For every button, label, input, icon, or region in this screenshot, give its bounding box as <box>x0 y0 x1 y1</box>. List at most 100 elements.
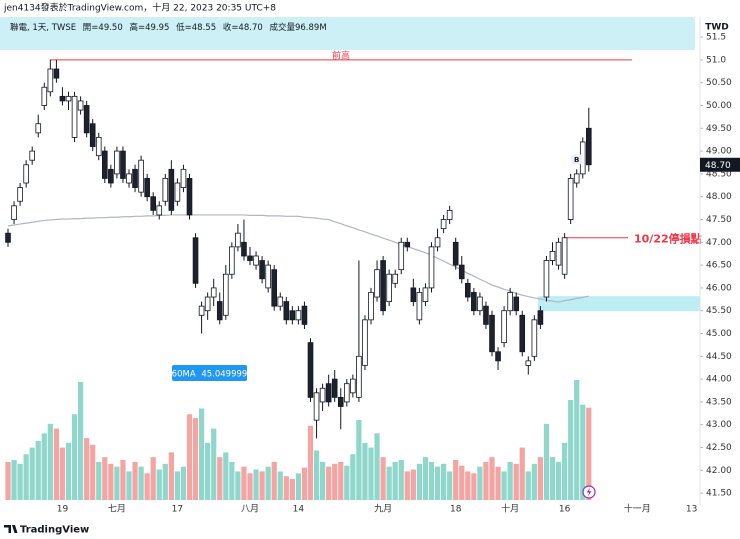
volume-bar <box>156 469 162 500</box>
volume-bar <box>247 473 253 500</box>
candle-body <box>295 310 302 321</box>
header-band <box>0 17 695 50</box>
candle-body <box>180 168 187 188</box>
candle-body <box>301 305 308 325</box>
volume-bar <box>410 469 416 500</box>
volume-bar <box>495 466 501 500</box>
volume-bar <box>78 381 84 500</box>
y-tick-label: 45.50 <box>706 306 732 316</box>
volume-bar <box>501 471 507 500</box>
volume-bar <box>180 466 187 500</box>
volume-bar <box>543 423 550 500</box>
volume-bar <box>441 463 447 500</box>
volume-bar <box>150 457 156 500</box>
volume-bar <box>459 465 465 500</box>
volume-bar <box>386 466 392 500</box>
candle-body <box>204 296 211 312</box>
candle-body <box>404 241 411 248</box>
volume-bar <box>313 450 320 500</box>
candle-body <box>168 168 175 211</box>
candle-body <box>495 351 501 362</box>
x-tick-label: 17 <box>172 505 183 515</box>
alert-icon[interactable] <box>582 485 596 499</box>
volume-bar <box>11 460 17 500</box>
volume-bar <box>580 404 586 500</box>
candle-body <box>150 196 157 211</box>
volume-bar <box>259 471 265 500</box>
y-tick-label: 47.50 <box>706 215 732 225</box>
candle-body <box>573 173 580 184</box>
volume-bar <box>108 463 114 500</box>
candle-body <box>537 310 544 325</box>
x-tick-label: 18 <box>450 505 462 515</box>
y-tick-label: 42.50 <box>706 443 732 453</box>
volume-bar <box>283 476 289 500</box>
volume-bar <box>168 452 174 500</box>
currency: TWD <box>705 23 729 33</box>
logo-text: TradingView <box>20 525 89 536</box>
volume-bar <box>326 466 332 500</box>
volume-bar <box>271 461 277 500</box>
volume-bar <box>428 461 435 500</box>
candle-body <box>59 95 66 102</box>
candle-body <box>192 237 199 284</box>
x-tick-label: 十一月 <box>624 503 651 515</box>
volume-bar <box>59 447 66 500</box>
volume-bar <box>465 471 471 500</box>
volume-bar <box>132 461 138 500</box>
candle-body <box>132 168 138 188</box>
volume-bar <box>23 454 29 500</box>
volume-bar <box>568 400 574 500</box>
volume-bar <box>35 440 41 500</box>
marker-box <box>571 154 582 165</box>
x-tick-label: 十月 <box>501 503 519 515</box>
candle-body <box>108 168 114 184</box>
candle-body <box>247 255 253 261</box>
candle-body <box>95 137 102 157</box>
volume-bar <box>71 414 78 500</box>
ma-name: 60MA <box>172 369 196 379</box>
candle-body <box>398 241 405 271</box>
volume-bar <box>192 418 199 500</box>
volume-bar <box>368 447 374 500</box>
candle-body <box>428 246 435 289</box>
marker-label: B <box>574 156 579 164</box>
volume-bar <box>519 447 525 500</box>
candle-body <box>319 387 326 403</box>
candle-body <box>325 383 332 403</box>
candle-body <box>368 292 374 321</box>
volume-bar <box>356 420 362 500</box>
candle-body <box>89 123 96 147</box>
volume-bar <box>453 460 459 500</box>
candle-body <box>307 342 314 398</box>
y-tick-label: 48.00 <box>706 192 732 202</box>
candle-body <box>265 264 271 289</box>
volume-bar <box>477 466 483 500</box>
volume-bar <box>114 466 120 500</box>
volume-bar <box>562 442 568 500</box>
candle-body <box>543 260 550 298</box>
volume-bar <box>447 471 453 500</box>
volume-bar <box>102 457 108 500</box>
candle-body <box>156 205 163 216</box>
candle-body <box>271 269 277 307</box>
candle-body <box>586 127 592 166</box>
volume-bar <box>90 444 96 500</box>
symbol-title: 聯電, 1天, TWSE <box>10 22 76 33</box>
volume-bar <box>344 465 350 500</box>
candle-body <box>29 150 35 161</box>
y-tick-label: 46.50 <box>706 261 732 271</box>
volume-bar <box>537 457 543 500</box>
volume-bar <box>392 461 398 500</box>
ohlc-high: 高=49.95 <box>129 22 169 33</box>
candle-body <box>253 255 259 266</box>
volume-bar <box>416 463 422 500</box>
volume-bar <box>531 463 537 500</box>
candle-body <box>507 292 513 312</box>
candle-body <box>549 251 556 261</box>
volume-bar <box>307 425 314 500</box>
y-tick-label: 43.50 <box>706 397 732 407</box>
y-tick-label: 48.50 <box>706 169 732 179</box>
header-legend: 聯電, 1天, TWSE 開=49.50 高=49.95 低=48.55 收=4… <box>10 22 327 33</box>
